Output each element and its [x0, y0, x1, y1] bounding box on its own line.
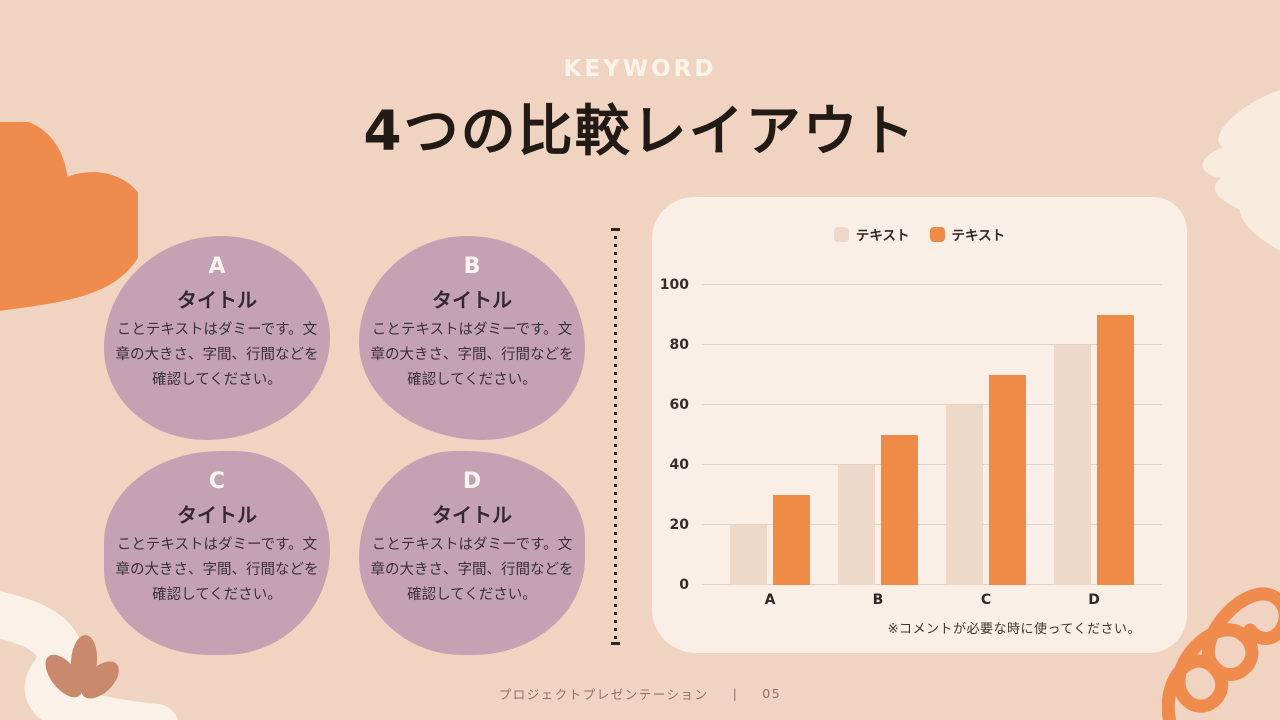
footer: プロジェクトプレゼンテーション | 05 — [0, 684, 1280, 703]
card-body: ことテキストはダミーです。文章の大きさ、字間、行間などを確認してください。 — [370, 537, 574, 604]
bar-series2-a — [773, 495, 810, 585]
ytick-label: 40 — [669, 457, 689, 473]
bar-series2-b — [881, 435, 918, 585]
card-letter: D — [462, 469, 482, 494]
page-title: 4つの比較レイアウト — [363, 99, 917, 163]
ytick-label: 80 — [669, 337, 689, 353]
legend-label: テキスト — [951, 228, 1006, 244]
card-title: タイトル — [177, 503, 257, 528]
bar-series1-c — [946, 405, 983, 585]
chart-xlabels: A B C D — [702, 592, 1162, 608]
bar-series1-d — [1054, 345, 1091, 585]
card-body: ことテキストはダミーです。文章の大きさ、字間、行間などを確認してください。 — [115, 537, 319, 604]
card-letter: A — [208, 254, 226, 279]
footer-page-number: 05 — [762, 686, 782, 701]
card-letter: C — [208, 469, 226, 494]
chart-note: ※コメントが必要な時に使ってください。 — [887, 622, 1141, 637]
card-letter: B — [463, 254, 481, 279]
bar-series1-a — [730, 525, 767, 585]
card-title: タイトル — [432, 288, 512, 313]
xlabel-d: D — [1088, 592, 1100, 608]
eyebrow-keyword: KEYWORD — [563, 56, 717, 82]
legend-swatch-beige — [833, 226, 849, 242]
gridline — [702, 404, 1162, 405]
gridline — [702, 464, 1162, 465]
chart-card: テキスト テキスト 0 20 40 60 80 100 A B C D ※コメントが必要な時に使… — [652, 197, 1187, 653]
chart-legend: テキスト テキスト — [652, 224, 1187, 244]
footer-text: プロジェクトプレゼンテーション — [498, 687, 709, 702]
legend-label: テキスト — [855, 228, 910, 244]
ytick-label: 60 — [669, 397, 689, 413]
legend-swatch-orange — [929, 226, 945, 242]
bar-group-c — [946, 375, 1026, 585]
card-body: ことテキストはダミーです。文章の大きさ、字間、行間などを確認してください。 — [115, 322, 319, 389]
legend-item-series2: テキスト — [929, 224, 1006, 244]
footer-separator: | — [732, 686, 739, 701]
gridline — [702, 584, 1162, 585]
bar-group-d — [1054, 315, 1134, 585]
card-body: ことテキストはダミーです。文章の大きさ、字間、行間などを確認してください。 — [370, 322, 574, 389]
bar-group-b — [838, 435, 918, 585]
xlabel-b: B — [872, 592, 884, 608]
comparison-card-c: C タイトル ことテキストはダミーです。文章の大きさ、字間、行間などを確認してく… — [104, 451, 330, 655]
comparison-card-d: D タイトル ことテキストはダミーです。文章の大きさ、字間、行間などを確認してく… — [359, 451, 585, 655]
gridline — [702, 524, 1162, 525]
bar-series2-c — [989, 375, 1026, 585]
card-title: タイトル — [177, 288, 257, 313]
comparison-card-a: A タイトル ことテキストはダミーです。文章の大きさ、字間、行間などを確認してく… — [104, 236, 330, 440]
bar-group-a — [730, 495, 810, 585]
ytick-label: 20 — [669, 517, 689, 533]
xlabel-a: A — [764, 592, 776, 608]
chart-plot: 0 20 40 60 80 100 — [660, 277, 1162, 593]
xlabel-c: C — [980, 592, 992, 608]
bar-series1-b — [838, 465, 875, 585]
card-title: タイトル — [432, 503, 512, 528]
bar-series2-d — [1097, 315, 1134, 585]
flower-icon — [45, 635, 119, 699]
ytick-label: 0 — [679, 577, 689, 593]
ytick-label: 100 — [659, 277, 689, 293]
gridline — [702, 284, 1162, 285]
dotted-divider — [611, 228, 620, 645]
bar-groups — [702, 285, 1162, 585]
gridline — [702, 344, 1162, 345]
comparison-card-b: B タイトル ことテキストはダミーです。文章の大きさ、字間、行間などを確認してく… — [359, 236, 585, 440]
legend-item-series1: テキスト — [833, 224, 910, 244]
